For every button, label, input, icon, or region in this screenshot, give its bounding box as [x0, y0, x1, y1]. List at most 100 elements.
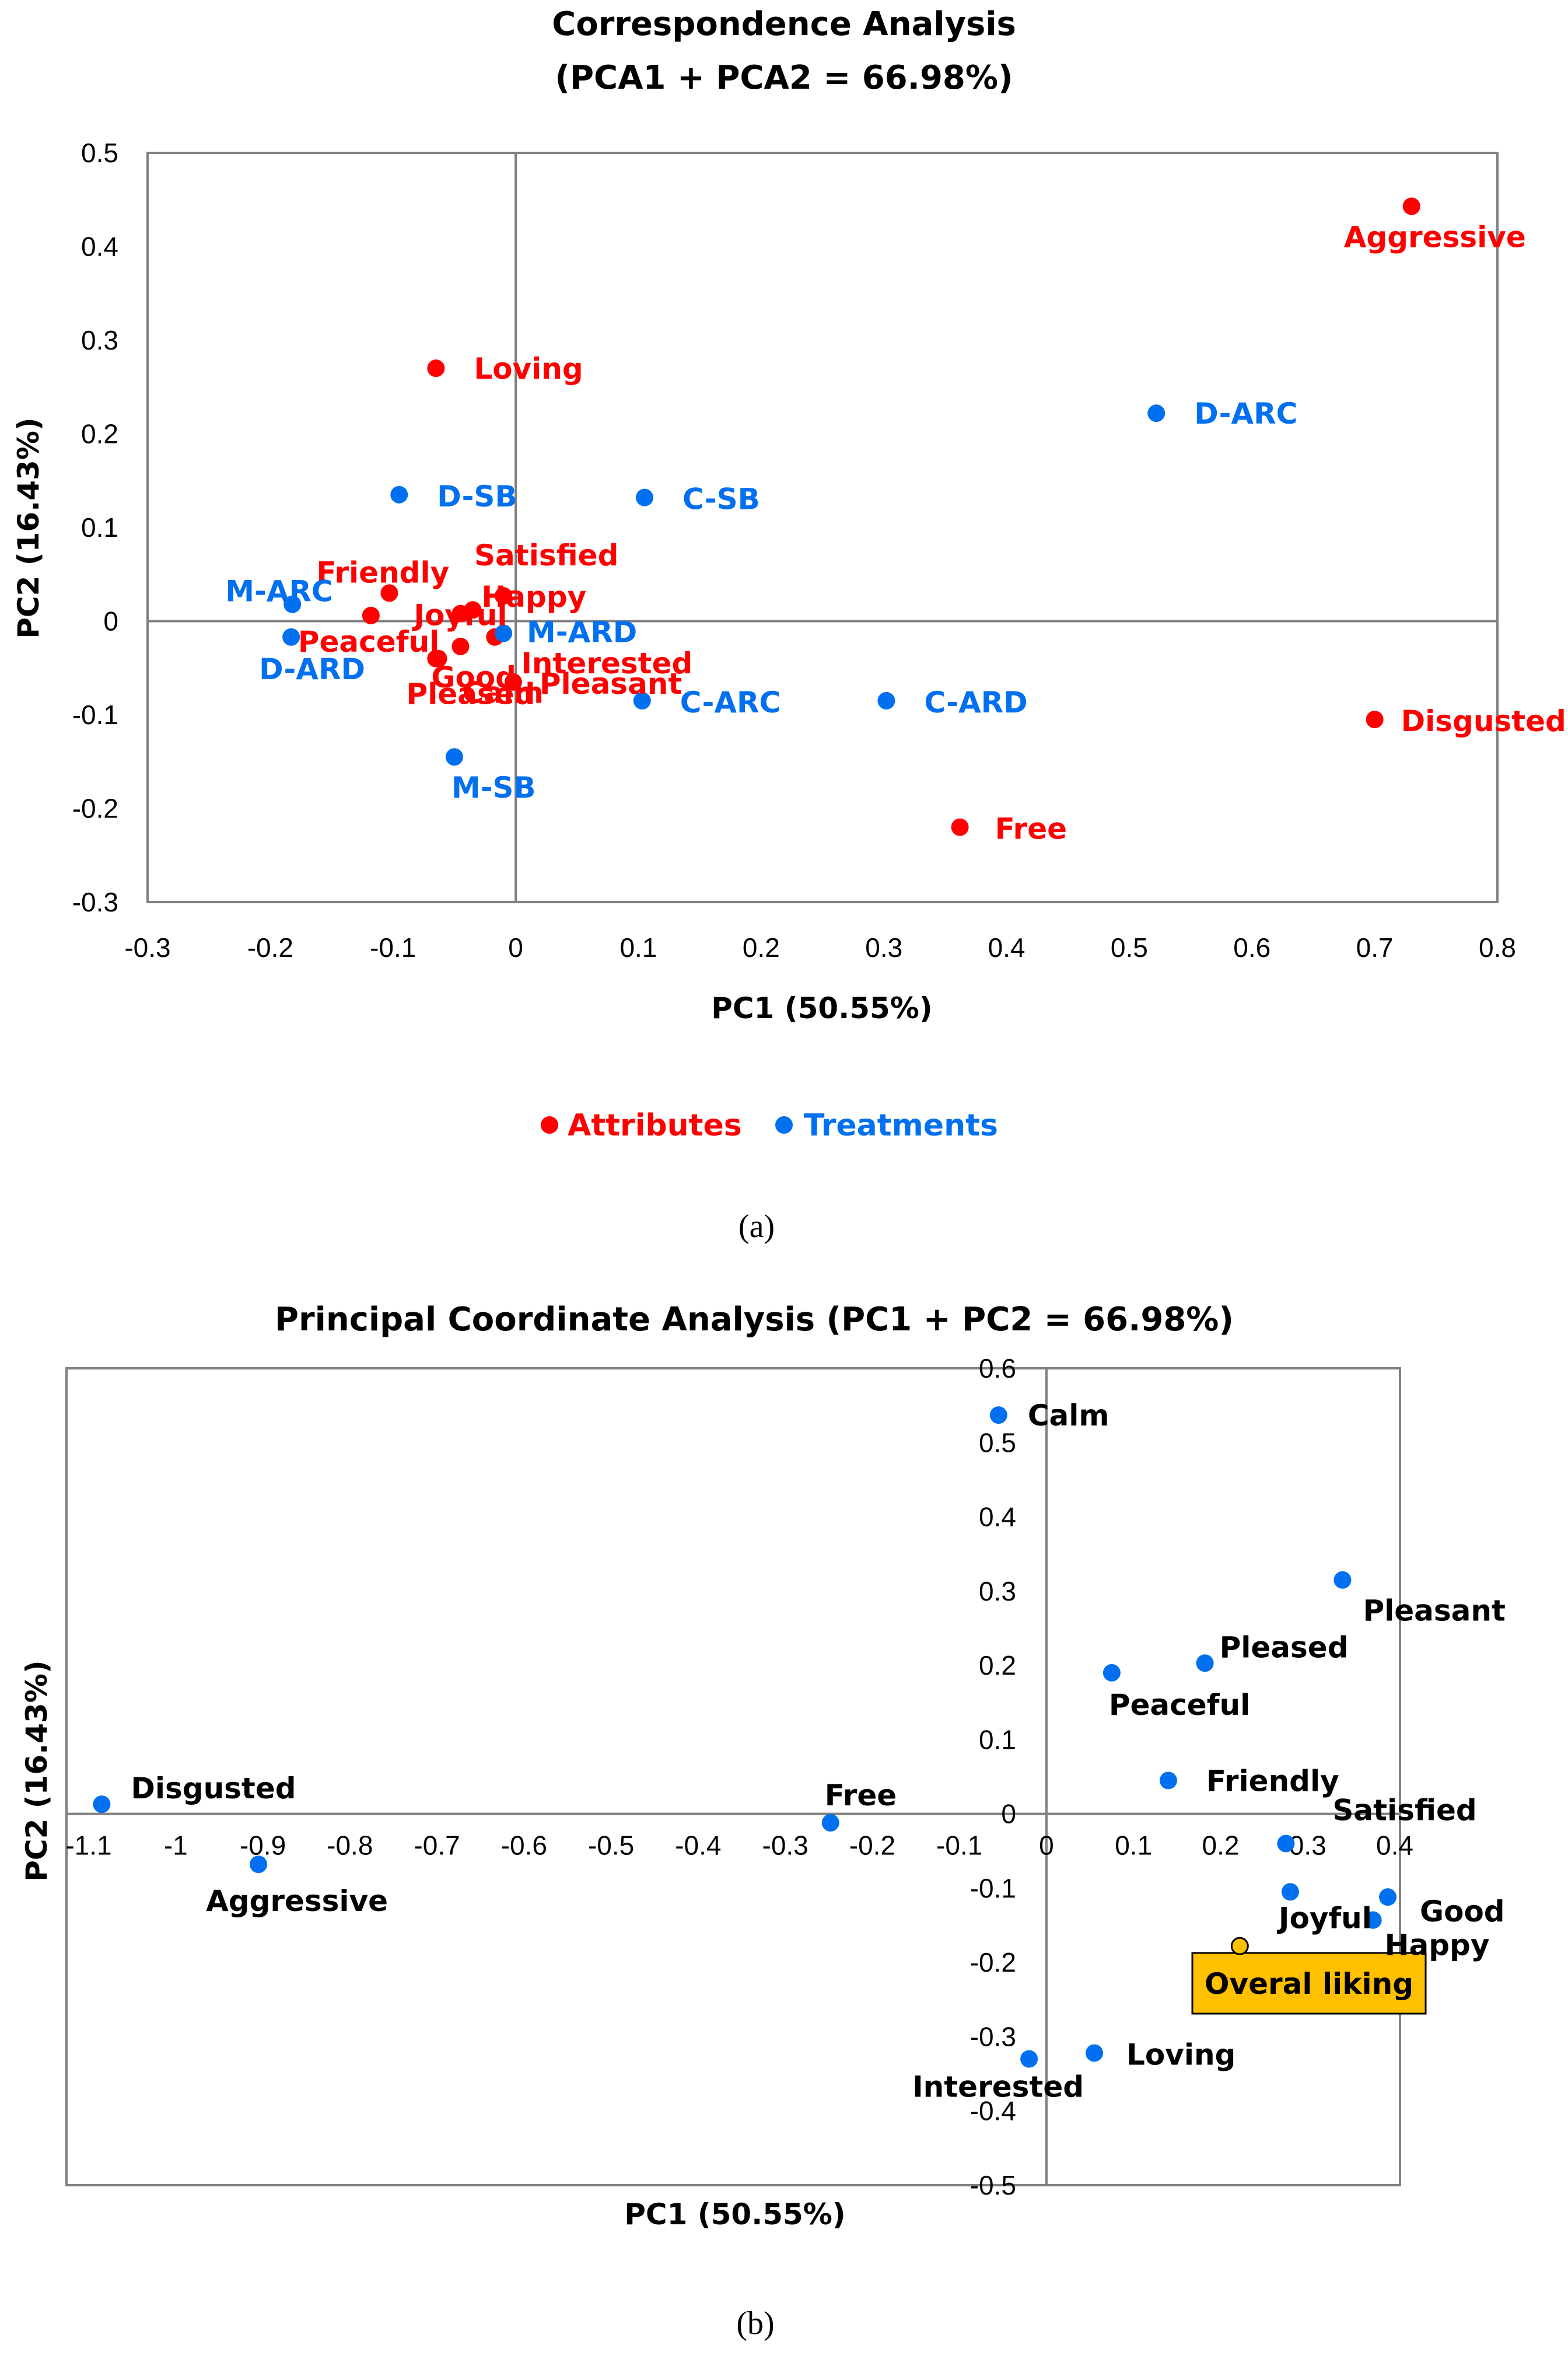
label-free: Free	[995, 812, 1067, 846]
point-m-sb	[445, 748, 463, 766]
chart-a-x-tick-label: 0.8	[1479, 932, 1516, 963]
chart-a-x-axis-title: PC1 (50.55%)	[711, 991, 933, 1025]
label-pleasant: Pleasant	[1363, 1594, 1505, 1628]
chart-a-points	[282, 197, 1420, 836]
point-happy	[1364, 1911, 1382, 1929]
chart-a-point-labels: Aggressive Loving Friendly Satisfied HappyJo…	[225, 220, 1566, 845]
chart-b-x-tick-label: -1.1	[65, 1830, 111, 1861]
chart-b-x-tick-label: -0.8	[327, 1830, 373, 1861]
chart-a-y-tick-label: -0.1	[72, 700, 118, 730]
chart-b-y-tick-label: 0.3	[979, 1576, 1016, 1606]
point-disgusted	[1366, 711, 1384, 729]
point-peaceful	[362, 606, 380, 624]
point-pleasant	[504, 673, 522, 691]
label-d-ard: D-ARD	[259, 652, 365, 686]
point-loving	[1086, 2044, 1104, 2062]
chart-a-y-tick-label: -0.3	[72, 887, 118, 917]
chart-a-title: Correspondence Analysis	[552, 5, 1016, 43]
point-overall-liking	[1230, 1937, 1249, 1955]
legend-marker-attributes	[541, 1116, 558, 1134]
chart-b-title: Principal Coordinate Analysis (PC1 + PC2…	[275, 1301, 1234, 1339]
chart-b-y-tick-label: 0.6	[979, 1353, 1016, 1383]
point-friendly	[380, 584, 398, 602]
chart-a-x-tick-labels: -0.3 -0.2 -0.1 0 0.1 0.2 0.3 0.4 0.5 0.6 0.7 0.8	[124, 932, 1516, 963]
chart-a-x-tick-label: 0.4	[988, 932, 1026, 963]
label-peaceful: Peaceful	[298, 625, 439, 659]
label-d-arc: D-ARC	[1194, 397, 1297, 431]
point-good	[1379, 1888, 1397, 1906]
chart-b-x-tick-label: -0.3	[762, 1830, 808, 1861]
chart-b-caption: (b)	[736, 2305, 774, 2342]
chart-a-x-tick-label: -0.1	[370, 932, 416, 963]
chart-b-y-tick-label: -0.3	[970, 2021, 1016, 2052]
chart-a-y-tick-label: 0.3	[81, 325, 118, 355]
point-pleased	[1196, 1654, 1214, 1672]
label-pleasant: Pleasant	[540, 667, 682, 701]
chart-b-y-axis-title: PC2 (16.43%)	[20, 1660, 54, 1882]
label-pleased: Pleased	[1220, 1630, 1349, 1664]
label-m-sb: M-SB	[452, 771, 536, 805]
chart-a-x-tick-label: -0.2	[247, 932, 293, 963]
chart-b-y-tick-label: 0.5	[979, 1427, 1016, 1458]
label-pleased: Pleased	[407, 677, 536, 711]
chart-a-y-tick-labels: 0.5 0.4 0.3 0.2 0.1 0 -0.1 -0.2 -0.3	[72, 138, 118, 917]
chart-b-zero-axes	[66, 1368, 1400, 2185]
chart-a-y-tick-label: 0.4	[81, 232, 118, 262]
chart-b-x-tick-label: 0.1	[1115, 1830, 1152, 1861]
label-m-ard: M-ARD	[527, 615, 637, 649]
label-peaceful: Peaceful	[1109, 1688, 1250, 1722]
chart-b-overall-liking-callout: Overal liking	[1191, 1952, 1427, 2015]
chart-a-y-tick-label: 0.2	[81, 419, 118, 449]
chart-b-x-tick-label: 0.4	[1376, 1830, 1413, 1861]
point-free	[951, 818, 969, 836]
overall-liking-box	[1191, 1952, 1427, 2015]
chart-a-x-tick-label: 0.5	[1111, 932, 1148, 963]
legend-marker-treatments	[775, 1116, 793, 1134]
chart-b-x-tick-label: -0.9	[240, 1830, 286, 1861]
chart-a-legend: Attributes Treatments	[541, 1108, 998, 1143]
chart-b-y-tick-label: 0	[1001, 1799, 1016, 1829]
label-loving: Loving	[474, 352, 583, 386]
point-joyful	[452, 605, 470, 623]
chart-b-x-tick-label: -1	[164, 1830, 188, 1861]
chart-b-y-tick-label: -0.4	[970, 2096, 1016, 2126]
chart-b-points	[93, 1406, 1397, 2068]
point-m-ard	[495, 624, 513, 642]
point-pleasant	[1334, 1571, 1352, 1589]
chart-a-y-tick-label: 0.1	[81, 512, 118, 543]
legend-label-attributes: Attributes	[568, 1108, 742, 1143]
chart-a-x-tick-label: 0	[508, 932, 523, 963]
label-joyful: Joyful	[1277, 1901, 1372, 1935]
label-happy: Happy	[1385, 1928, 1490, 1962]
chart-a-x-tick-label: 0.2	[743, 932, 780, 963]
label-disgusted: Disgusted	[131, 1772, 296, 1805]
chart-a-x-tick-label: -0.3	[124, 932, 170, 963]
label-aggressive: Aggressive	[206, 1884, 388, 1918]
point-calm	[427, 649, 445, 668]
label-interested: Interested	[912, 2070, 1084, 2104]
chart-b-x-axis-title: PC1 (50.55%)	[624, 2197, 846, 2231]
label-satisfied: Satisfied	[474, 539, 618, 572]
point-loving	[427, 359, 445, 378]
chart-a-y-tick-label: -0.2	[72, 794, 118, 824]
label-d-sb: D-SB	[437, 480, 517, 513]
point-peaceful	[1102, 1664, 1121, 1682]
label-good: Good	[1420, 1895, 1505, 1928]
label-calm: Calm	[1028, 1399, 1110, 1432]
label-satisfied: Satisfied	[1332, 1794, 1476, 1828]
label-good: Good	[431, 661, 516, 694]
chart-b-y-tick-label: -0.1	[970, 1873, 1016, 1903]
chart-a-subtitle: (PCA1 + PCA2 = 66.98%)	[555, 59, 1013, 97]
chart-b-point-labels: Calm Pleasant Pleased Peaceful FriendlySatis…	[131, 1399, 1505, 2104]
chart-a-correspondence-analysis: Correspondence Analysis (PCA1 + PCA2 = 6…	[12, 5, 1566, 1245]
label-interested: Interested	[521, 647, 692, 680]
chart-b-x-tick-labels: -1.1 -1 -0.9 -0.8 -0.7 -0.6 -0.5 -0.4 -0.3 -0.2 -0…	[65, 1830, 1413, 1861]
point-satisfied	[495, 587, 513, 605]
point-aggressive	[250, 1856, 268, 1874]
point-interested	[1020, 2050, 1038, 2068]
chart-b-x-tick-label: -0.4	[675, 1830, 721, 1861]
chart-b-x-tick-label: 0	[1039, 1830, 1054, 1861]
chart-a-x-tick-label: 0.3	[865, 932, 902, 963]
point-free	[821, 1814, 839, 1832]
